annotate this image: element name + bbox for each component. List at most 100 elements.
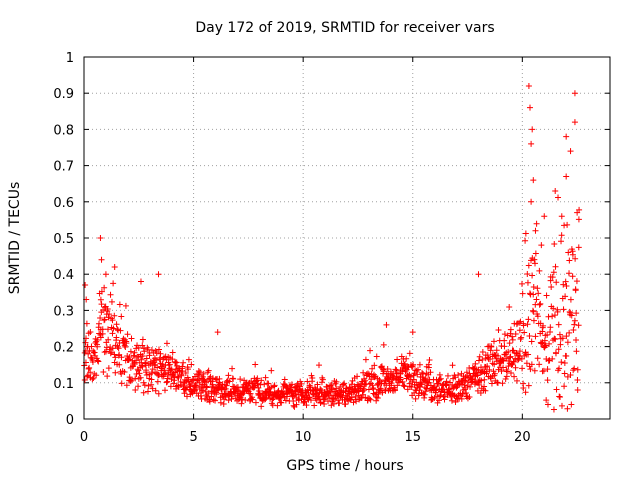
data-point [569, 251, 576, 258]
data-point [139, 336, 146, 343]
data-point [309, 375, 316, 382]
data-point [528, 198, 535, 205]
data-point [476, 381, 483, 388]
data-point [504, 368, 511, 375]
data-point [445, 386, 452, 393]
data-point [406, 350, 413, 357]
data-point [475, 271, 482, 278]
data-point [529, 126, 536, 133]
data-point [369, 365, 376, 372]
data-point [501, 343, 508, 350]
data-point [571, 365, 578, 372]
x-tick-label: 20 [514, 430, 531, 445]
data-point [182, 369, 189, 376]
data-point [170, 380, 177, 387]
data-point [477, 390, 484, 397]
data-point [212, 397, 219, 404]
data-point [534, 313, 541, 320]
data-point [116, 361, 123, 368]
data-point [505, 348, 512, 355]
data-point [138, 356, 145, 363]
data-point [530, 308, 537, 315]
data-point [118, 313, 125, 320]
data-point [552, 187, 559, 194]
data-point [525, 351, 532, 358]
data-point [541, 337, 548, 344]
data-point [247, 390, 254, 397]
data-point [254, 375, 261, 382]
data-point [399, 378, 406, 385]
data-point [541, 213, 548, 220]
y-tick-label: 0.4 [53, 268, 74, 283]
data-point [373, 353, 380, 360]
data-point [571, 317, 578, 324]
data-point [148, 376, 155, 383]
data-point [193, 384, 200, 391]
data-point [87, 328, 94, 335]
data-point [498, 368, 505, 375]
data-point [324, 383, 331, 390]
data-point [82, 282, 89, 289]
data-point [562, 293, 569, 300]
y-tick-label: 1 [66, 51, 74, 66]
data-point [529, 272, 536, 279]
data-point [93, 372, 100, 379]
data-point [334, 392, 341, 399]
data-point [437, 375, 444, 382]
data-point [553, 350, 560, 357]
y-tick-label: 0.2 [53, 341, 74, 356]
data-point [506, 354, 513, 361]
data-point [532, 250, 539, 257]
data-point [519, 290, 526, 297]
data-point [354, 373, 361, 380]
data-point [571, 90, 578, 97]
data-point [500, 364, 507, 371]
data-point [547, 324, 554, 331]
data-point [267, 388, 274, 395]
data-point [517, 336, 524, 343]
data-point [156, 346, 163, 353]
data-point [546, 340, 553, 347]
data-point [105, 326, 112, 333]
data-point [255, 384, 262, 391]
data-point [532, 260, 539, 267]
data-point [412, 395, 419, 402]
data-point [516, 319, 523, 326]
data-point [298, 380, 305, 387]
data-point [552, 336, 559, 343]
data-point [392, 366, 399, 373]
data-point [383, 321, 390, 328]
data-point [109, 330, 116, 337]
data-point [556, 331, 563, 338]
data-point [394, 356, 401, 363]
data-point [525, 382, 532, 389]
data-point [548, 283, 555, 290]
data-point [536, 301, 543, 308]
data-point [101, 317, 108, 324]
data-point [99, 330, 106, 337]
data-point [528, 140, 535, 147]
data-point [481, 383, 488, 390]
data-point [524, 321, 531, 328]
data-point [366, 395, 373, 402]
data-point [195, 376, 202, 383]
data-point [512, 364, 519, 371]
data-point [149, 385, 156, 392]
data-point [359, 378, 366, 385]
data-point [491, 370, 498, 377]
data-point [369, 384, 376, 391]
data-point [83, 320, 90, 327]
data-point [476, 353, 483, 360]
data-point [352, 393, 359, 400]
data-point [413, 367, 420, 374]
data-point [180, 359, 187, 366]
data-point [552, 263, 559, 270]
data-point [566, 270, 573, 277]
data-point [556, 393, 563, 400]
data-point [229, 365, 236, 372]
data-point [100, 369, 107, 376]
data-point [161, 367, 168, 374]
data-point [550, 305, 557, 312]
data-point [487, 375, 494, 382]
data-point [533, 220, 540, 227]
